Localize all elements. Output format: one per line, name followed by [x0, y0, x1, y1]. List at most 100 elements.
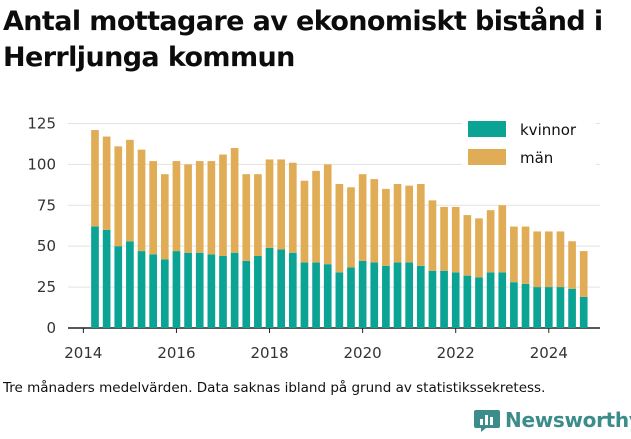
x-axis-ticks: 2014 2016 2018 2020 2022 2024 — [64, 344, 568, 362]
bar-kvinnor — [114, 246, 123, 328]
bars-group — [91, 130, 588, 328]
y-tick-label: 75 — [37, 196, 56, 214]
bar-kvinnor — [579, 296, 588, 328]
bar-man — [533, 231, 542, 288]
bar-man — [486, 210, 495, 273]
bar-man — [219, 154, 227, 256]
legend-swatch-kvinnor — [468, 121, 506, 137]
bar-kvinnor — [393, 262, 402, 328]
bar-kvinnor — [463, 275, 472, 328]
bar-kvinnor — [335, 272, 344, 328]
bar-kvinnor — [160, 259, 169, 328]
brand-logo: Newsworthy — [474, 407, 631, 433]
bar-kvinnor — [137, 251, 146, 328]
chart-title: Antal mottagare av ekonomiskt bistånd i … — [3, 6, 603, 73]
bar-kvinnor — [219, 256, 227, 328]
brand-name: Newsworthy — [505, 408, 631, 432]
bar-man — [393, 184, 402, 263]
bar-man — [230, 148, 239, 253]
bar-man — [405, 185, 414, 263]
bar-chart-logo-icon — [474, 410, 500, 432]
legend: kvinnor män — [462, 118, 596, 170]
y-tick-label: 0 — [46, 319, 56, 337]
bar-kvinnor — [230, 252, 239, 328]
bar-kvinnor — [265, 247, 274, 328]
bar-kvinnor — [91, 226, 99, 328]
bar-kvinnor — [405, 262, 414, 328]
bar-kvinnor — [440, 270, 448, 328]
bar-man — [312, 170, 320, 263]
bar-man — [440, 206, 448, 271]
bar-man — [300, 180, 309, 263]
bar-kvinnor — [428, 270, 437, 328]
bar-man — [475, 218, 483, 278]
bar-man — [370, 179, 379, 263]
bar-man — [463, 215, 472, 276]
bar-kvinnor — [312, 262, 320, 328]
bar-man — [172, 161, 181, 252]
y-tick-label: 125 — [27, 114, 56, 132]
bar-man — [579, 251, 588, 297]
bar-man — [510, 226, 518, 283]
bar-kvinnor — [195, 252, 204, 328]
bar-kvinnor — [521, 283, 530, 328]
bar-kvinnor — [300, 262, 309, 328]
bar-man — [498, 205, 507, 273]
bar-kvinnor — [475, 277, 483, 328]
x-tick-label: 2024 — [530, 344, 568, 362]
bar-man — [195, 161, 204, 253]
bar-man — [451, 206, 460, 273]
bar-kvinnor — [382, 265, 390, 328]
legend-label-man: män — [520, 149, 553, 167]
bar-kvinnor — [533, 287, 542, 328]
bar-man — [114, 146, 123, 247]
bar-kvinnor — [254, 256, 262, 328]
bar-man — [126, 139, 134, 242]
x-tick-label: 2022 — [437, 344, 475, 362]
bar-kvinnor — [370, 262, 379, 328]
bar-man — [91, 130, 99, 227]
bar-kvinnor — [451, 272, 460, 328]
bar-kvinnor — [556, 287, 565, 328]
bar-kvinnor — [510, 282, 518, 328]
bar-kvinnor — [416, 265, 425, 328]
x-tick-label: 2014 — [64, 344, 102, 362]
bar-man — [416, 184, 425, 266]
bar-man — [568, 241, 576, 289]
bar-kvinnor — [498, 272, 507, 328]
bar-man — [556, 231, 565, 288]
bar-man — [242, 174, 251, 261]
bar-man — [382, 188, 390, 266]
y-tick-label: 25 — [37, 278, 56, 296]
bar-kvinnor — [568, 288, 576, 328]
bar-man — [137, 149, 146, 252]
bar-kvinnor — [323, 264, 332, 328]
bar-man — [347, 187, 355, 268]
bar-kvinnor — [288, 252, 297, 328]
bar-kvinnor — [207, 254, 216, 328]
bar-man — [184, 164, 192, 253]
bar-man — [335, 184, 344, 273]
bar-man — [254, 174, 262, 256]
bar-man — [265, 159, 274, 248]
y-tick-label: 100 — [27, 155, 56, 173]
y-axis-ticks: 0 25 50 75 100 125 — [27, 114, 56, 337]
bar-kvinnor — [172, 251, 181, 328]
bar-man — [102, 136, 111, 230]
x-tick-label: 2020 — [344, 344, 382, 362]
x-tick-label: 2016 — [157, 344, 195, 362]
y-tick-label: 50 — [37, 237, 56, 255]
footnote: Tre månaders medelvärden. Data saknas ib… — [3, 380, 546, 396]
bar-kvinnor — [149, 254, 158, 328]
bar-man — [358, 174, 367, 261]
x-tick-label: 2018 — [250, 344, 288, 362]
legend-swatch-man — [468, 149, 506, 165]
legend-label-kvinnor: kvinnor — [520, 121, 577, 139]
bar-kvinnor — [544, 287, 553, 328]
bar-kvinnor — [102, 229, 111, 328]
bar-man — [323, 164, 332, 265]
bar-man — [428, 200, 437, 271]
bar-kvinnor — [242, 260, 251, 328]
bar-kvinnor — [126, 241, 134, 328]
